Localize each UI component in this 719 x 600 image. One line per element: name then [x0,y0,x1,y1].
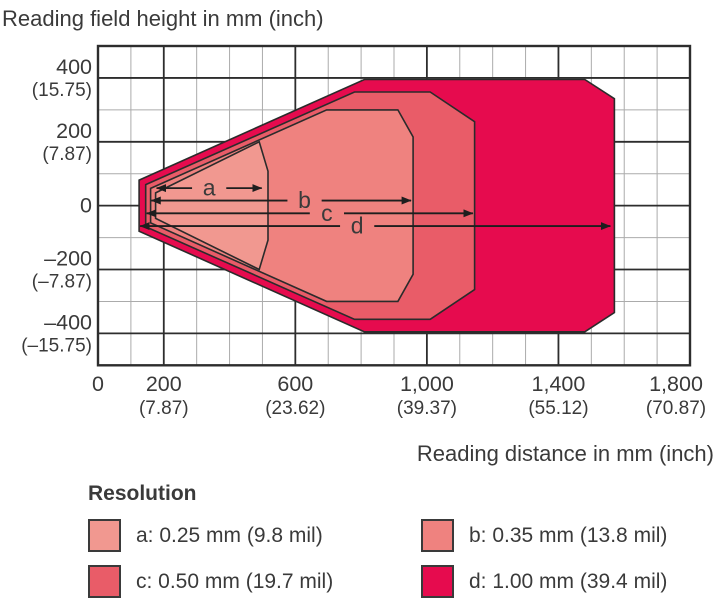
x-tick-mm: 0 [92,372,104,396]
y-tick-inch: (–7.87) [32,272,92,293]
arrow-label-b: b [298,187,311,213]
y-tick-labels: 400(15.75) 200(7.87) 0 –200(–7.87) –400(–15.… [21,55,92,356]
y-tick-inch: (–15.75) [21,335,92,356]
legend-grid: a: 0.25 mm (9.8 mil) b: 0.35 mm (13.8 mi… [88,519,716,598]
y-tick-inch: (15.75) [32,80,92,101]
field-region-b [149,109,414,303]
field-region-a [154,140,269,271]
y-tick-mm: 400 [56,55,92,79]
legend-item-label: a: 0.25 mm (9.8 mil) [136,523,323,547]
legend: Resolution a: 0.25 mm (9.8 mil) b: 0.35 … [88,482,716,598]
y-tick-mm: –200 [44,247,92,271]
y-tick-mm: 200 [56,119,92,143]
x-tick-labels: 0 200(7.87) 600(23.62) 1,000(39.37) 1,400(55… [92,372,706,419]
legend-swatch-d [421,565,454,598]
arrow-label-a: a [203,175,216,201]
x-tick-mm: 1,000 [400,372,454,396]
x-tick-mm: 600 [277,372,313,396]
arrow-label-c: c [321,200,333,226]
x-tick-inch: (23.62) [265,398,325,419]
y-tick-inch: (7.87) [42,144,92,165]
arrow-label-d: d [351,213,364,239]
x-tick-inch: (70.87) [646,398,706,419]
legend-swatch-a [88,519,121,552]
y-tick-mm: –400 [44,310,92,334]
legend-item-c: c: 0.50 mm (19.7 mil) [88,565,421,598]
x-tick-inch: (39.37) [397,398,457,419]
legend-swatch-b [421,519,454,552]
legend-item-label: c: 0.50 mm (19.7 mil) [136,569,334,593]
x-tick-mm: 200 [146,372,182,396]
x-axis-title: Reading distance in mm (inch) [417,441,714,466]
x-tick-inch: (55.12) [528,398,588,419]
chart-title: Reading field height in mm (inch) [2,6,324,31]
y-tick-mm: 0 [80,194,92,218]
legend-item-b: b: 0.35 mm (13.8 mil) [421,519,716,552]
x-tick-mm: 1,800 [649,372,703,396]
legend-item-label: b: 0.35 mm (13.8 mil) [469,523,668,547]
legend-item-a: a: 0.25 mm (9.8 mil) [88,519,421,552]
legend-item-label: d: 1.00 mm (39.4 mil) [469,569,668,593]
x-tick-inch: (7.87) [139,398,189,419]
legend-item-d: d: 1.00 mm (39.4 mil) [421,565,716,598]
x-tick-mm: 1,400 [532,372,586,396]
legend-title: Resolution [88,482,197,505]
plot-frame [96,44,692,367]
chart-canvas: Reading distance in mm (inch) a b c d0 200(7… [21,44,714,466]
legend-swatch-c [88,565,121,598]
field-regions [138,78,616,333]
